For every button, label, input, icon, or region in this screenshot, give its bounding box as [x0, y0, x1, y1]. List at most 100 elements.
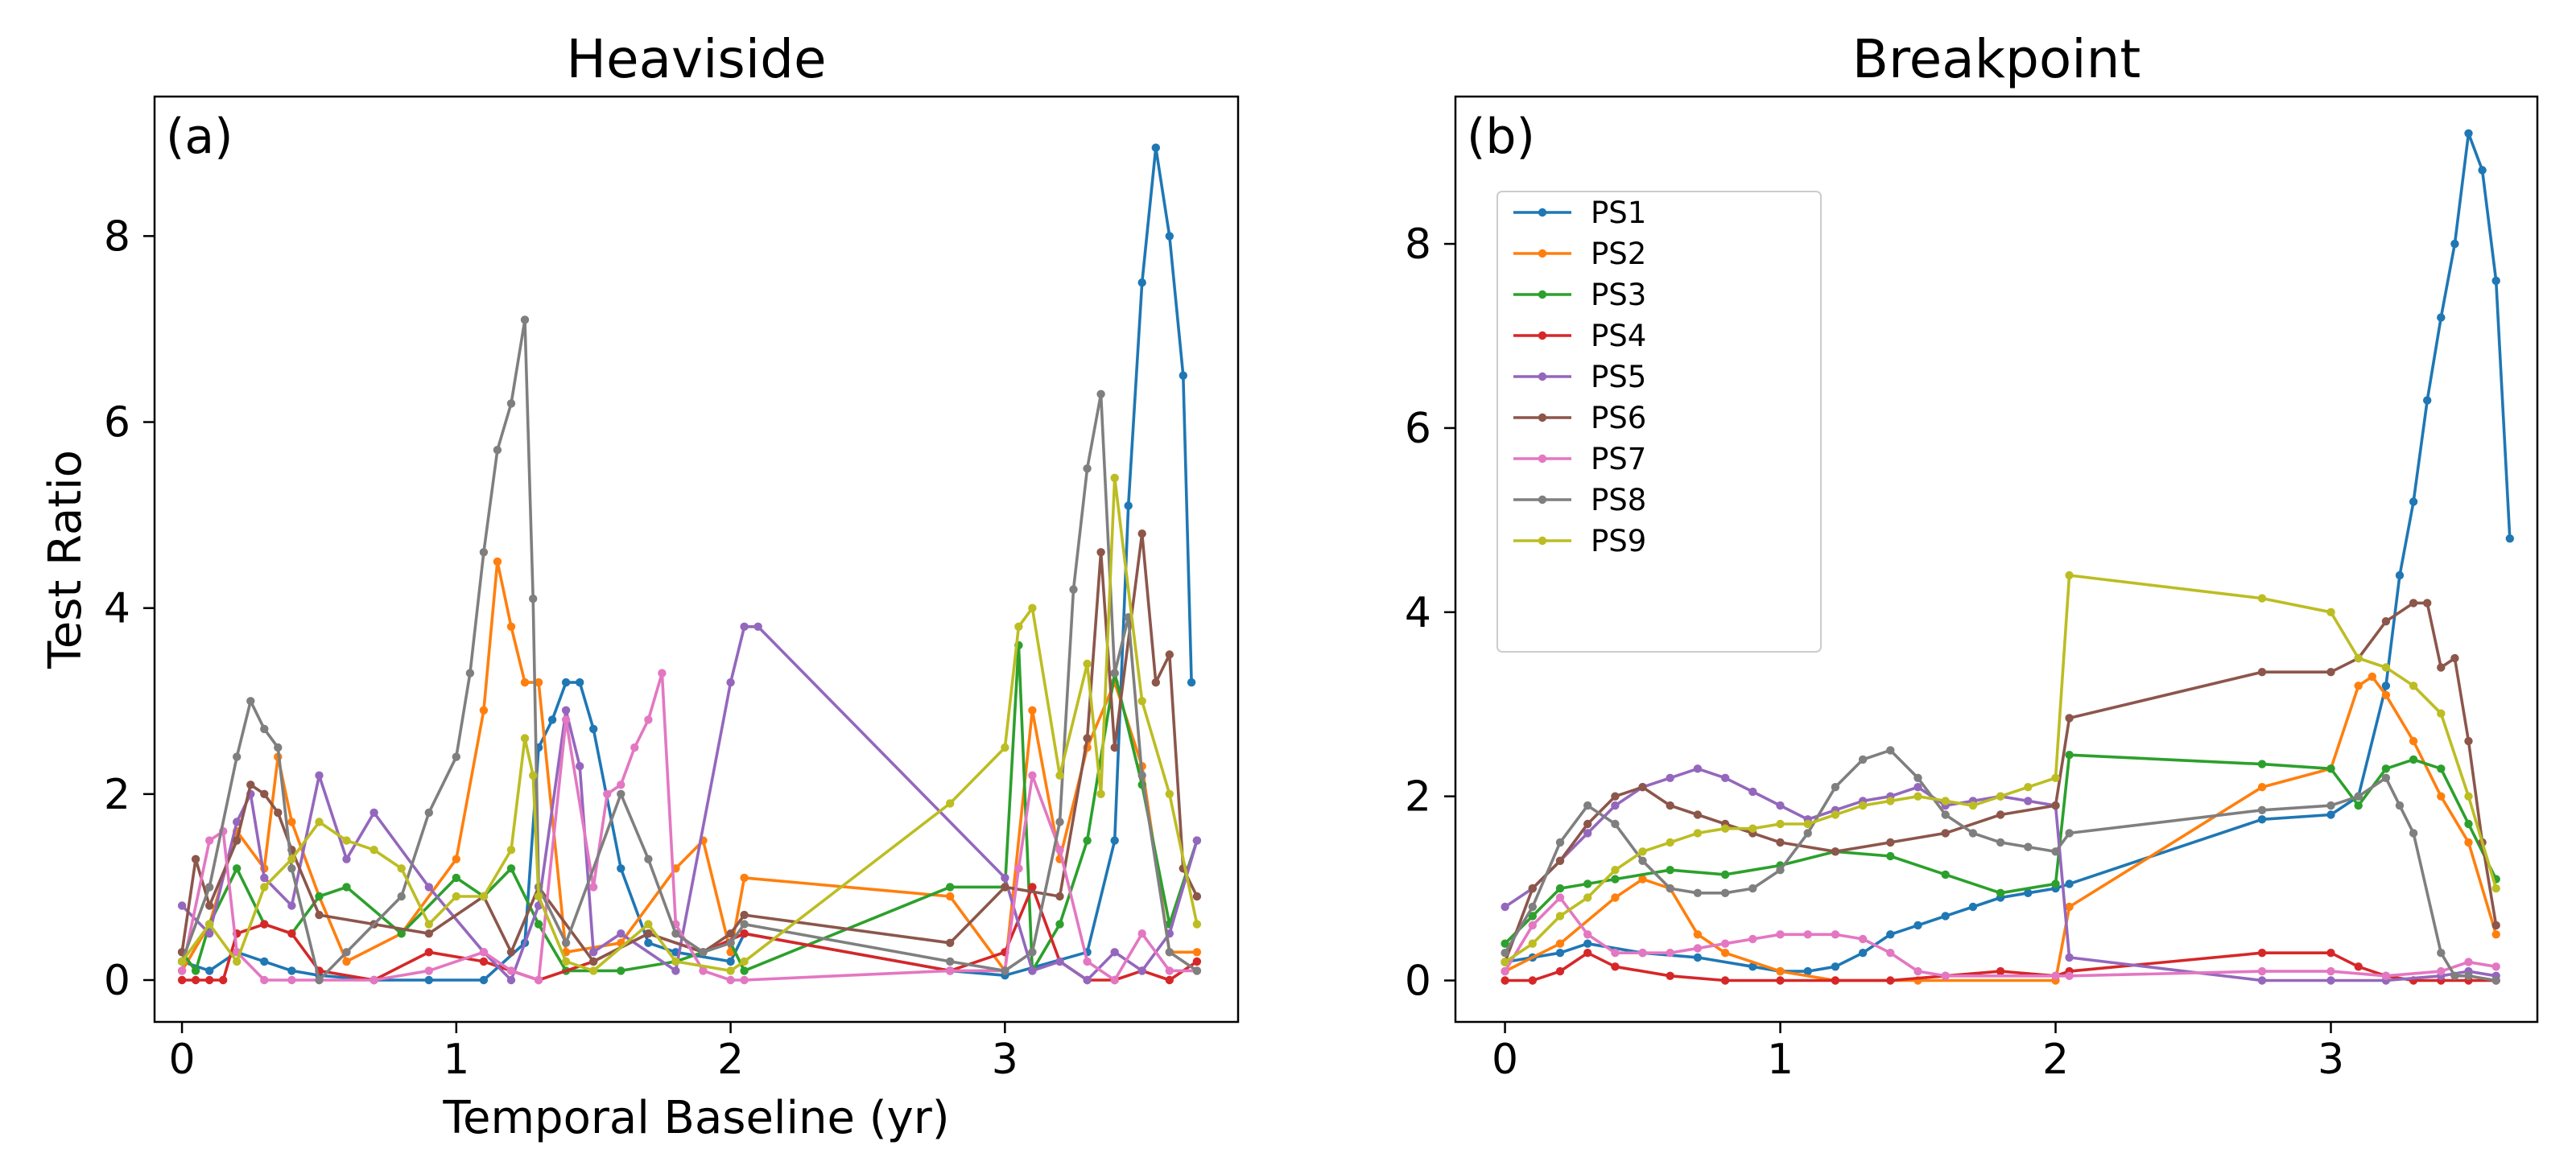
data-point	[2065, 714, 2074, 723]
legend-entry-ps9: PS9	[1513, 524, 1646, 558]
series-ps9	[1501, 571, 2500, 966]
data-point	[603, 789, 612, 798]
data-point	[1528, 921, 1538, 930]
x-tick-label: 1	[443, 1036, 469, 1084]
data-point	[1137, 929, 1146, 938]
data-point	[946, 966, 955, 975]
data-point	[287, 975, 296, 985]
data-point	[1069, 585, 1078, 594]
data-point	[1831, 847, 1840, 856]
x-tick-label: 3	[2318, 1036, 2344, 1084]
data-point	[617, 929, 625, 938]
data-point	[479, 957, 489, 966]
data-point	[740, 966, 749, 975]
data-point	[506, 864, 516, 873]
data-point	[2381, 773, 2391, 782]
data-point	[1110, 473, 1119, 483]
data-point	[644, 715, 653, 724]
data-point	[1720, 870, 1730, 879]
legend-label: PS2	[1591, 237, 1646, 271]
data-point	[2326, 966, 2335, 976]
data-point	[561, 957, 571, 966]
legend-label: PS4	[1591, 319, 1646, 353]
data-point	[1886, 949, 1895, 958]
data-point	[1968, 801, 1978, 810]
series-ps7	[177, 669, 1202, 985]
legend-label: PS7	[1591, 442, 1646, 476]
legend-label: PS5	[1591, 360, 1646, 394]
data-point	[1941, 971, 1950, 981]
data-point	[2051, 847, 2060, 856]
data-point	[1583, 819, 1592, 829]
data-point	[315, 771, 324, 780]
legend-label: PS9	[1591, 524, 1646, 558]
data-point	[946, 957, 955, 966]
data-point	[2505, 534, 2514, 543]
data-point	[2409, 736, 2418, 746]
data-point	[2423, 599, 2432, 608]
data-point	[1941, 810, 1950, 819]
data-point	[1555, 939, 1565, 948]
data-point	[1638, 856, 1647, 866]
data-point	[2409, 755, 2418, 764]
data-point	[465, 669, 475, 678]
y-tick-label: 6	[104, 399, 130, 447]
data-point	[342, 883, 351, 892]
data-point	[1137, 529, 1146, 538]
data-point	[1083, 659, 1092, 669]
y-tick-label: 8	[1405, 220, 1431, 269]
data-point	[1803, 930, 1812, 939]
y-tick-label: 2	[104, 771, 130, 819]
data-point	[1858, 934, 1868, 944]
series-ps9	[177, 473, 1202, 975]
data-point	[1028, 706, 1037, 715]
data-point	[1611, 875, 1620, 884]
data-point	[287, 818, 296, 826]
data-point	[1996, 792, 2005, 801]
data-point	[506, 975, 516, 985]
data-point	[1528, 912, 1538, 921]
data-point	[1941, 870, 1950, 879]
data-point	[260, 957, 269, 966]
data-point	[740, 957, 749, 966]
data-point	[342, 948, 351, 957]
data-point	[1693, 888, 1703, 898]
legend-entry-ps6: PS6	[1513, 401, 1646, 435]
data-point	[1110, 948, 1119, 957]
data-point	[1014, 622, 1023, 631]
data-point	[452, 752, 460, 761]
data-point	[424, 920, 433, 929]
data-point	[287, 966, 296, 975]
data-point	[1110, 669, 1119, 678]
y-tick-label: 8	[104, 212, 130, 261]
data-point	[2409, 829, 2418, 838]
series-line	[180, 560, 1197, 973]
data-point	[1151, 678, 1161, 687]
data-point	[2051, 773, 2060, 782]
data-point	[1192, 836, 1202, 845]
data-point	[1555, 884, 1565, 893]
data-point	[1968, 902, 1978, 912]
data-point	[2024, 797, 2033, 805]
data-point	[1165, 975, 1174, 985]
data-point	[2381, 682, 2391, 690]
data-point	[529, 771, 538, 780]
data-point	[2257, 966, 2267, 976]
data-point	[1555, 856, 1565, 866]
data-point	[506, 966, 516, 975]
data-point	[1083, 464, 1092, 473]
data-point	[1192, 966, 1202, 975]
data-point	[1831, 976, 1840, 985]
data-point	[2478, 166, 2487, 175]
series-ps5	[177, 622, 1202, 985]
data-point	[946, 938, 955, 948]
data-point	[1996, 966, 2005, 976]
legend: PS1 PS2 PS3 PS4 PS5 PS6 PS7 PS8 PS9	[1496, 191, 1822, 653]
data-point	[589, 883, 598, 892]
data-point	[1096, 548, 1105, 557]
legend-entry-ps3: PS3	[1513, 278, 1646, 312]
data-point	[658, 669, 667, 678]
data-point	[1501, 902, 1509, 912]
legend-marker	[1538, 331, 1547, 340]
data-point	[315, 818, 324, 826]
